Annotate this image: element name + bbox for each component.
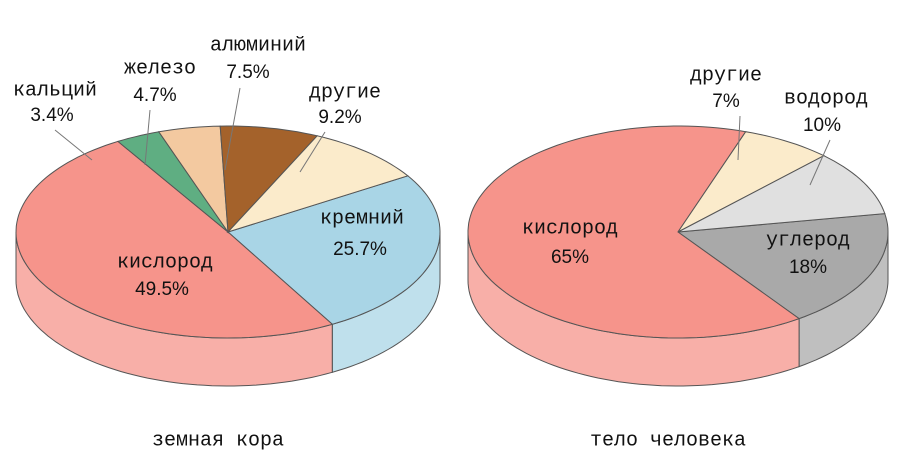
slice-label: кальций [13, 79, 97, 102]
slice-label: водород [784, 87, 868, 110]
slice [677, 155, 886, 233]
leader-line [224, 87, 241, 171]
value-label: 3.4% [30, 105, 73, 126]
slice-label: кремний [320, 207, 404, 230]
value-label: 49.5% [135, 279, 189, 300]
leader-line [299, 131, 326, 173]
value-label: 9.2% [318, 107, 361, 128]
slice-label: кислород [117, 251, 213, 274]
leader-line [809, 139, 831, 186]
value-label: 18% [789, 257, 827, 278]
value-label: 4.7% [133, 85, 176, 106]
slice [467, 125, 801, 339]
slice [15, 140, 334, 339]
value-label: 7% [712, 91, 740, 112]
slice [219, 125, 319, 234]
slice [227, 175, 441, 325]
slice [676, 213, 889, 320]
value-label: 65% [551, 247, 589, 268]
leader-line [54, 129, 93, 161]
slice-label: алюминий [210, 34, 306, 57]
slice [157, 125, 229, 234]
slice [677, 131, 826, 233]
chart-title: земная кора [152, 429, 284, 452]
slice-label: железо [124, 57, 196, 80]
slice-label: другие [690, 64, 762, 87]
chart-title: тело человека [590, 429, 746, 452]
slice-label: кислород [522, 217, 618, 240]
slice-label: углерод [766, 229, 850, 252]
value-label: 10% [803, 115, 841, 136]
value-label: 25.7% [333, 239, 387, 260]
slice [226, 135, 409, 234]
slice-label: другие [309, 81, 381, 104]
leader-line [144, 109, 151, 166]
leader-line [737, 115, 741, 161]
value-label: 7.5% [226, 62, 269, 83]
